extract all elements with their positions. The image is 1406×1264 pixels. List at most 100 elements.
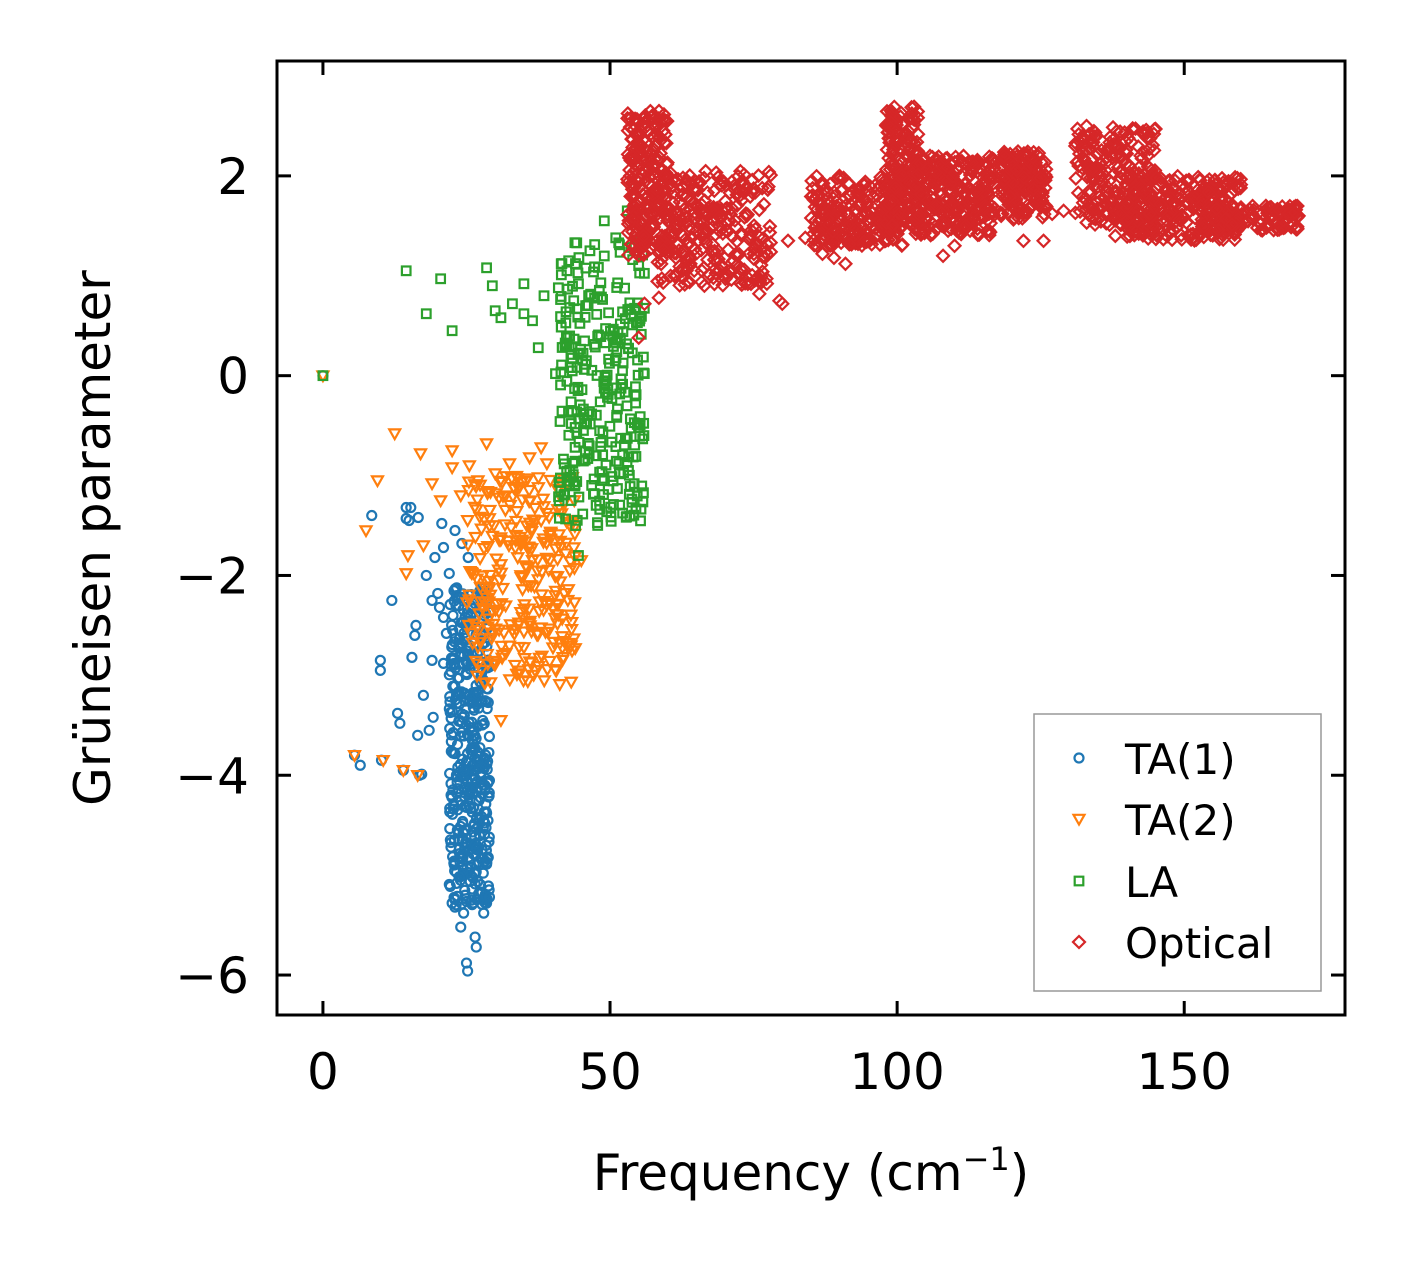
data-point <box>1149 222 1166 238</box>
data-point <box>490 598 505 612</box>
data-point <box>560 513 571 525</box>
data-point <box>659 113 675 129</box>
data-point <box>740 230 756 247</box>
data-point <box>964 155 980 171</box>
data-point <box>406 651 418 663</box>
data-point <box>1112 124 1128 140</box>
data-point <box>1025 181 1041 197</box>
data-point <box>705 270 721 286</box>
data-point <box>503 522 519 536</box>
data-point <box>969 183 985 199</box>
data-point <box>620 225 636 241</box>
data-point <box>555 366 567 378</box>
data-point <box>621 456 633 468</box>
data-point <box>696 206 713 222</box>
data-point <box>433 495 449 509</box>
data-point <box>1037 154 1053 171</box>
data-point <box>1120 130 1136 146</box>
data-point <box>1128 223 1144 239</box>
data-point <box>592 520 604 531</box>
data-point <box>552 535 568 549</box>
data-point <box>619 171 635 187</box>
data-point <box>666 268 682 284</box>
data-point <box>1228 176 1244 192</box>
data-point <box>620 105 636 122</box>
data-point <box>780 233 796 249</box>
data-point <box>652 195 668 211</box>
data-point <box>842 236 858 252</box>
data-point <box>1207 222 1223 238</box>
x-axis-label: Frequency (cm−1) <box>593 1140 1030 1202</box>
data-point <box>663 228 679 245</box>
data-point <box>1074 160 1091 176</box>
data-point <box>498 600 514 614</box>
data-point <box>563 429 575 441</box>
data-point <box>936 219 952 235</box>
data-point <box>812 192 828 208</box>
data-point <box>452 761 464 773</box>
data-point <box>632 297 643 309</box>
data-point <box>445 736 457 748</box>
data-point <box>515 584 530 598</box>
data-point <box>550 554 565 568</box>
data-point <box>443 669 455 681</box>
data-point <box>354 759 366 771</box>
series-ta-1 <box>317 370 496 977</box>
data-point <box>751 202 767 218</box>
data-point <box>423 724 435 736</box>
data-point <box>444 767 456 780</box>
data-point <box>1159 213 1175 229</box>
data-point <box>1096 196 1112 212</box>
data-point <box>620 511 632 523</box>
data-point <box>455 647 467 660</box>
data-point <box>472 754 484 766</box>
data-point <box>888 158 904 175</box>
data-point <box>1129 213 1145 229</box>
legend-marker <box>1073 875 1085 887</box>
data-point <box>650 254 666 270</box>
data-point <box>493 534 509 548</box>
data-point <box>707 227 723 243</box>
data-point <box>862 178 878 194</box>
data-point <box>536 675 552 689</box>
data-point <box>470 641 486 655</box>
data-point <box>894 136 910 152</box>
data-point <box>630 451 642 462</box>
data-point <box>1135 124 1151 140</box>
data-point <box>947 165 963 181</box>
data-point <box>1209 201 1225 217</box>
data-point <box>539 507 554 521</box>
data-point <box>565 495 577 506</box>
data-point <box>585 288 597 300</box>
data-point <box>444 823 456 835</box>
data-point <box>1145 217 1161 233</box>
x-tick-label: 150 <box>1137 1043 1232 1101</box>
y-tick-label: −6 <box>175 947 249 1005</box>
data-point <box>594 396 606 408</box>
data-point <box>1149 228 1165 244</box>
data-point <box>878 161 895 177</box>
data-point <box>573 436 585 448</box>
data-point <box>1079 192 1095 208</box>
data-point <box>630 503 642 515</box>
data-point <box>1008 146 1024 162</box>
data-point <box>461 668 473 681</box>
data-point <box>412 729 424 741</box>
data-point <box>437 657 450 669</box>
data-point <box>804 173 820 189</box>
data-point <box>469 670 485 684</box>
data-point <box>656 242 672 258</box>
data-point <box>521 484 537 498</box>
data-point <box>549 598 564 612</box>
data-point <box>598 215 610 227</box>
data-point <box>996 148 1012 164</box>
data-point <box>547 612 563 626</box>
data-point <box>603 307 615 319</box>
data-point <box>400 265 412 277</box>
data-point <box>671 236 687 252</box>
data-point <box>447 609 459 622</box>
data-point <box>918 160 934 177</box>
data-point <box>641 169 657 185</box>
data-point <box>743 276 759 292</box>
data-point <box>458 907 470 919</box>
